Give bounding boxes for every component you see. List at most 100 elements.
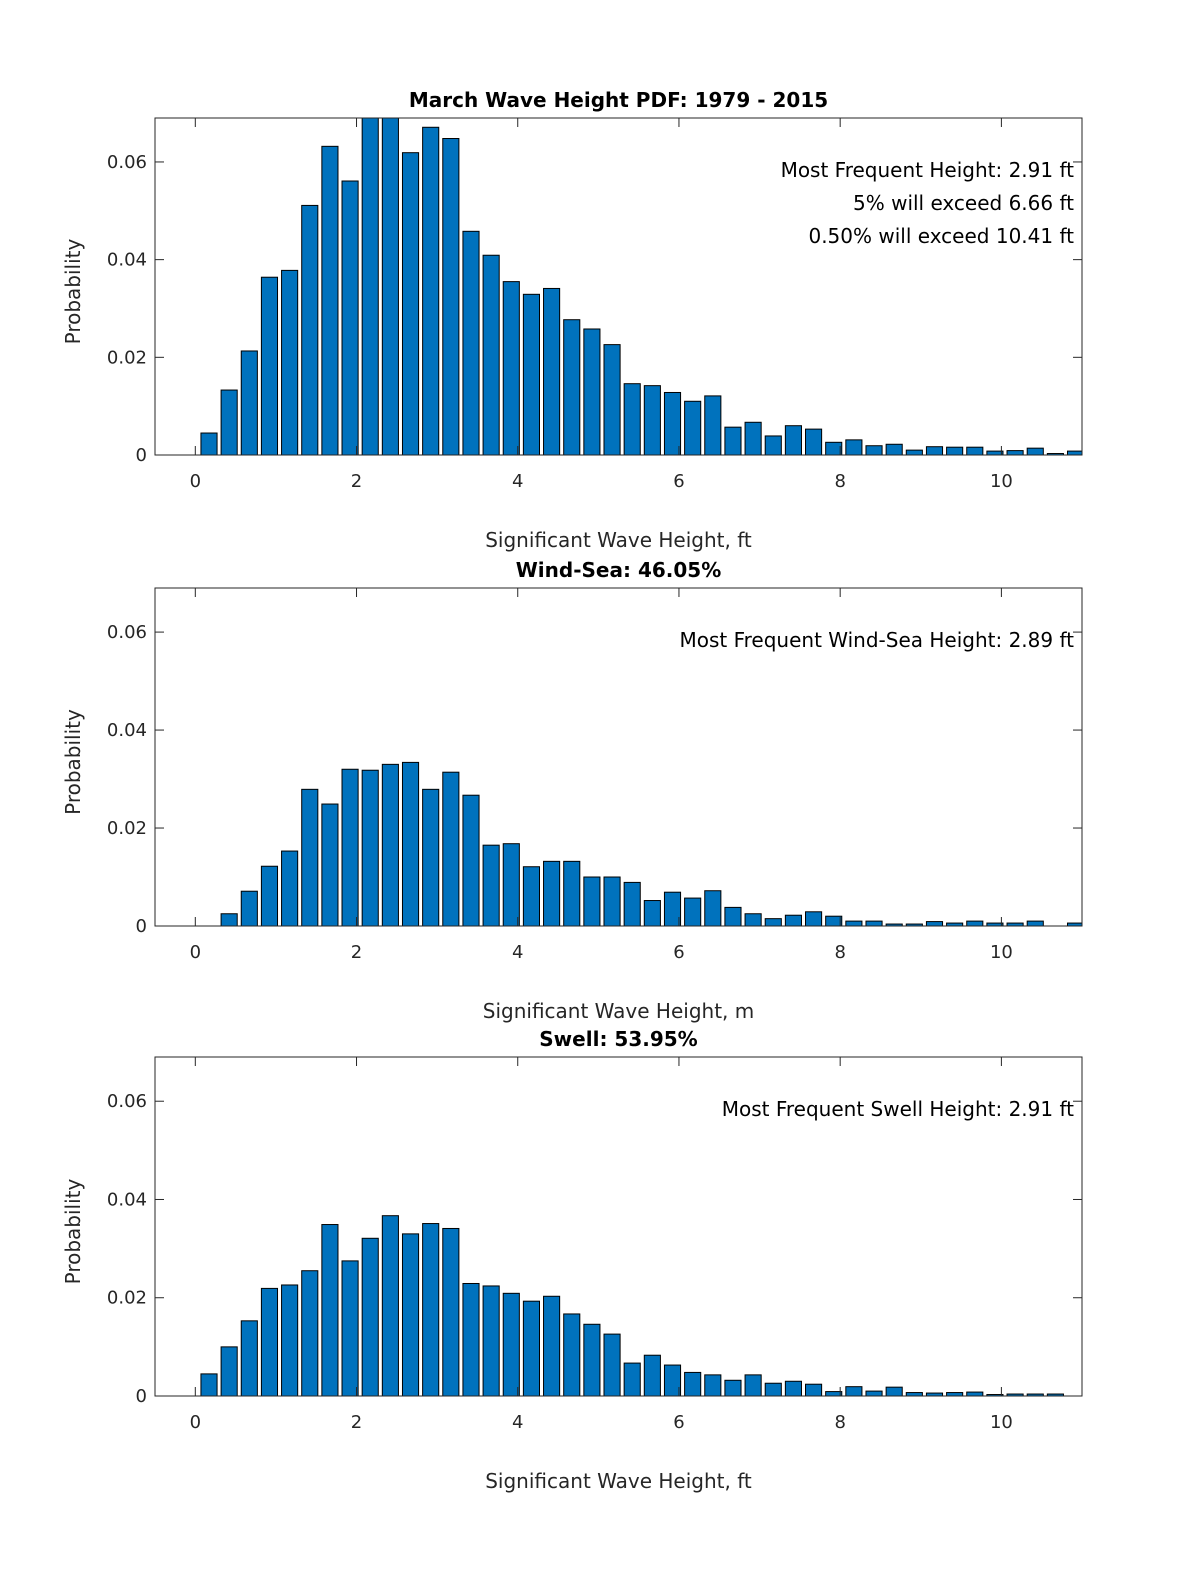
y-tick-label: 0.06 [107,152,147,173]
bar [482,254,500,455]
bar [946,1392,964,1396]
bar [623,383,641,455]
bar [583,1323,601,1396]
bar [361,118,379,455]
bar [724,906,742,926]
bar [704,890,722,926]
y-tick-label: 0 [136,445,147,466]
x-tick-label: 6 [673,942,684,963]
panel-swell: 0 2 4 6 8 10 0 0.02 0.04 0.06 Swell: 53.95% Signifi… [61,1027,1083,1493]
bar [1026,920,1044,926]
bar [422,126,440,455]
bar [341,180,359,455]
bar [260,865,279,926]
chart-title: March Wave Height PDF: 1979 - 2015 [409,88,828,112]
bar [583,328,601,455]
y-tick-label: 0 [136,1386,147,1407]
bar [966,920,984,926]
bar [643,385,661,455]
bar [603,344,621,455]
bar [1066,450,1082,455]
bar [462,794,480,926]
bar [361,769,379,926]
bar [462,230,480,455]
bar [845,439,863,455]
x-axis-label: Significant Wave Height, ft [485,1469,752,1493]
x-tick-label: 10 [990,942,1013,963]
bar [603,876,621,926]
axes-box [154,117,1083,456]
bar [925,1392,944,1396]
bar [341,768,359,926]
y-tick-label: 0 [136,916,147,937]
x-tick-label: 4 [512,942,523,963]
bar [240,350,258,455]
bar [442,1227,460,1396]
bar [301,204,319,455]
bar [220,913,238,926]
bar [321,803,339,926]
y-axis-label: Probability [61,238,85,344]
y-tick-label: 0.04 [107,1189,147,1210]
x-tick-label: 6 [673,1412,684,1433]
y-tick-label: 0.04 [107,720,147,741]
bar [563,860,581,926]
bar [784,425,802,455]
x-tick-label: 2 [351,1412,362,1433]
bar [603,1333,621,1396]
bar [764,435,782,455]
bar [805,1383,823,1396]
bar [684,897,702,926]
bar [905,449,923,455]
bar [482,1285,500,1396]
bar [704,1374,722,1396]
y-tick-label: 0.04 [107,250,147,271]
x-tick-label: 10 [990,471,1013,492]
x-tick-label: 0 [190,942,201,963]
x-tick-label: 8 [834,942,845,963]
bar [422,1223,440,1396]
bar [321,1224,339,1396]
bar [381,763,399,926]
bar [724,1379,742,1396]
bar [422,788,440,926]
bar [563,319,581,455]
bar [845,1386,863,1396]
bar [1006,450,1024,455]
bar [220,1346,238,1396]
bar [784,914,802,926]
x-tick-label: 10 [990,1412,1013,1433]
bar [885,443,903,455]
bar [482,844,500,926]
bar [905,1392,923,1396]
bar [543,287,561,455]
bar [563,1313,581,1396]
bar [966,1391,984,1396]
x-tick-label: 6 [673,471,684,492]
x-axis-label: Significant Wave Height, m [483,999,754,1023]
bar [260,276,279,455]
bar [946,446,964,455]
x-tick-label: 0 [190,1412,201,1433]
bar [825,441,843,455]
panel-wind-sea: 0 2 4 6 8 10 0 0.02 0.04 0.06 Wind-Sea: 46.05% Sign… [61,558,1083,1023]
bar [442,138,460,455]
bar [462,1282,480,1396]
bar [401,1233,420,1396]
annotation: Most Frequent Swell Height: 2.91 ft [722,1097,1074,1121]
bar [442,771,460,926]
bar [825,1391,843,1396]
bar [885,1386,903,1396]
chart-title: Swell: 53.95% [539,1027,697,1051]
annotation: 0.50% will exceed 10.41 ft [808,224,1074,248]
x-tick-label: 4 [512,471,523,492]
bar [301,788,319,926]
bar [301,1270,319,1396]
axes-box [154,1056,1083,1397]
bar [623,881,641,926]
bar [925,446,944,455]
bar [865,1390,883,1396]
bar [341,1260,359,1396]
bar [543,860,561,926]
y-tick-label: 0.02 [107,818,147,839]
